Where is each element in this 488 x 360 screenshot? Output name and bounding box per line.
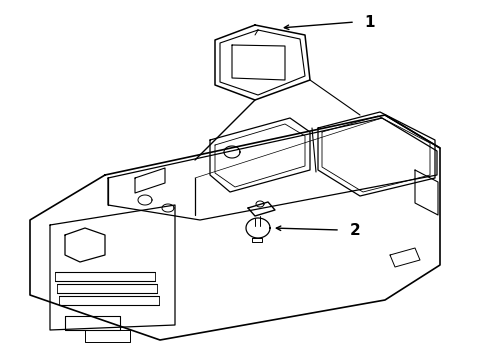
Text: 1: 1 — [364, 14, 374, 30]
Text: 2: 2 — [349, 222, 360, 238]
